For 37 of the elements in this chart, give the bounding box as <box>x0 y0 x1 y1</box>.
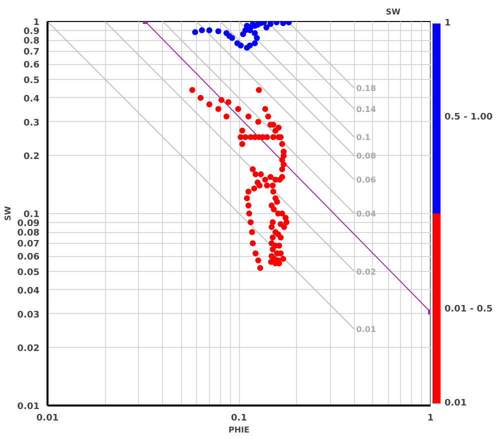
y-tick-label: 0.09 <box>17 218 40 229</box>
y-tick-label: 0.03 <box>17 310 40 320</box>
x-tick-label: 1 <box>427 414 434 424</box>
y-tick-label: 0.5 <box>24 76 40 86</box>
y-axis-title: SW <box>3 206 12 221</box>
series-label: 0.1 <box>356 133 371 142</box>
y-tick-label: 0.2 <box>24 152 40 162</box>
series-label: 0.01 <box>356 325 376 334</box>
y-tick-label: 0.4 <box>24 94 40 104</box>
y-tick-label: 0.07 <box>17 240 40 250</box>
color-bar-label: 0.01 <box>444 398 467 408</box>
y-tick-label: 0.04 <box>17 286 40 296</box>
y-tick-label: 0.9 <box>24 26 40 37</box>
series-label: 0.06 <box>356 176 376 185</box>
y-tick-label: 0.06 <box>17 252 40 263</box>
y-tick-label: 0.8 <box>24 36 40 47</box>
y-tick-label: 0.08 <box>17 228 40 239</box>
y-tick-label: 0.6 <box>24 60 40 71</box>
y-tick-label: 0.7 <box>24 48 40 58</box>
y-tick-label: 1 <box>33 18 40 28</box>
x-tick-label: 0.01 <box>36 414 59 424</box>
series-label: 0.08 <box>356 152 376 161</box>
series-label: 0.14 <box>356 105 376 114</box>
series-label: 0.04 <box>356 210 376 218</box>
x-tick-label: 0.1 <box>231 414 247 424</box>
y-tick-label: 0.3 <box>24 118 40 128</box>
x-axis-title: PHIE <box>228 426 250 434</box>
y-tick-label: 0.05 <box>17 268 40 278</box>
series-label: 0.18 <box>356 84 376 94</box>
color-bar-title: SW <box>386 8 401 16</box>
y-tick-label: 0.02 <box>17 344 40 354</box>
series-label: 0.02 <box>356 267 376 276</box>
y-tick-label: 0.01 <box>17 402 40 412</box>
color-bar-label: 1 <box>444 18 451 28</box>
color-bar-label: 0.01 - 0.5 <box>444 304 493 314</box>
y-tick-label: 0.1 <box>24 210 40 220</box>
color-bar-label: 0.5 - 1.00 <box>444 112 493 123</box>
